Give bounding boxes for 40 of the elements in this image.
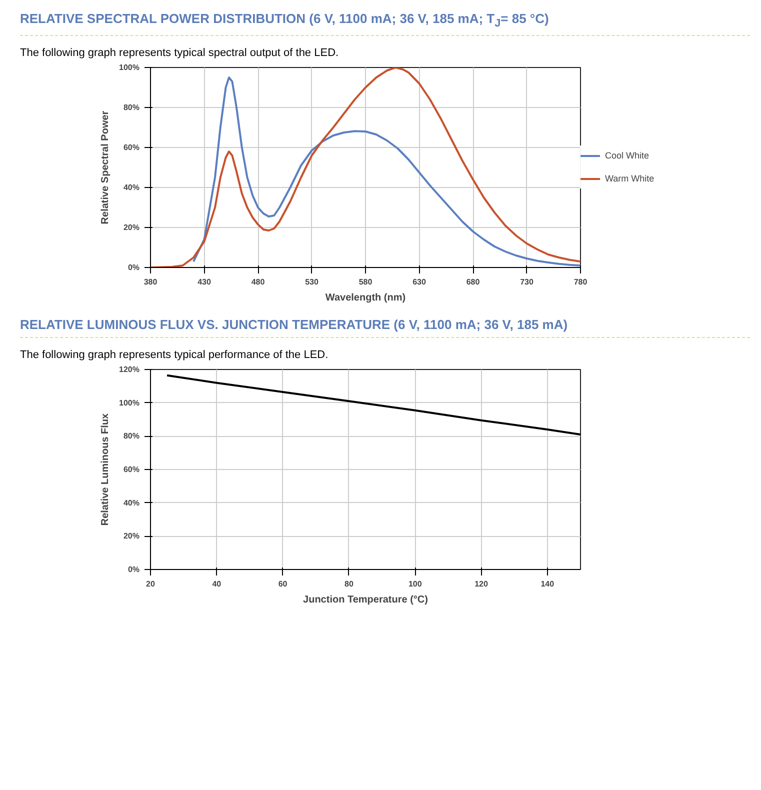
y-tick-label: 80%: [123, 432, 140, 441]
x-tick-label: 580: [358, 277, 373, 286]
y-tick-label: 100%: [119, 398, 140, 408]
y-axis-title: Relative Luminous Flux: [100, 412, 112, 526]
chart-subtitle: The following graph represents typical spectral output of the LED.: [20, 46, 340, 62]
x-tick-label: 20: [146, 580, 156, 589]
x-tick-label: 630: [412, 277, 426, 286]
y-tick-label: 0%: [128, 262, 140, 272]
x-tick-label: 100: [408, 580, 422, 589]
y-tick-label: 40%: [123, 182, 140, 192]
x-tick-label: 780: [574, 277, 588, 286]
chart-title: RELATIVE LUMINOUS FLUX VS. JUNCTION TEMPERATURE (6 V, 1100 mA; 36 V, 185 mA): [20, 316, 750, 338]
y-tick-label: 40%: [123, 498, 140, 508]
x-tick-label: 40: [212, 580, 222, 589]
y-axis-title: Relative Spectral Power: [100, 110, 112, 224]
x-axis-title: Junction Temperature (°C): [303, 594, 428, 606]
y-tick-label: 120%: [119, 365, 140, 374]
x-tick-label: 140: [540, 580, 555, 589]
y-tick-label: 0%: [128, 565, 140, 574]
x-tick-label: 530: [305, 277, 319, 286]
x-tick-label: 480: [251, 277, 266, 286]
x-tick-label: 730: [520, 277, 534, 286]
x-tick-label: 120: [474, 580, 488, 589]
y-tick-label: 20%: [123, 532, 140, 541]
y-tick-label: 60%: [123, 142, 140, 152]
x-tick-label: 80: [344, 580, 354, 589]
y-tick-label: 80%: [123, 102, 140, 112]
x-tick-label: 680: [466, 277, 480, 286]
y-tick-label: 20%: [123, 222, 140, 232]
x-tick-label: 380: [144, 277, 158, 286]
line-series: [166, 374, 580, 436]
x-tick-label: 60: [278, 580, 288, 589]
legend-label: Warm White: [605, 173, 654, 184]
chart-subtitle: The following graph represents typical performance of the LED.: [20, 348, 330, 364]
x-axis-title: Wavelength (nm): [325, 292, 406, 304]
legend-label: Cool White: [605, 150, 650, 160]
chart-title: RELATIVE SPECTRAL POWER DISTRIBUTION (6 V, 1100 mA; 36 V, 185 mA; T$_{J}$= 85 °C): [20, 10, 750, 36]
y-tick-label: 60%: [123, 465, 140, 474]
y-tick-label: 100%: [119, 62, 140, 72]
x-tick-label: 430: [198, 277, 212, 286]
